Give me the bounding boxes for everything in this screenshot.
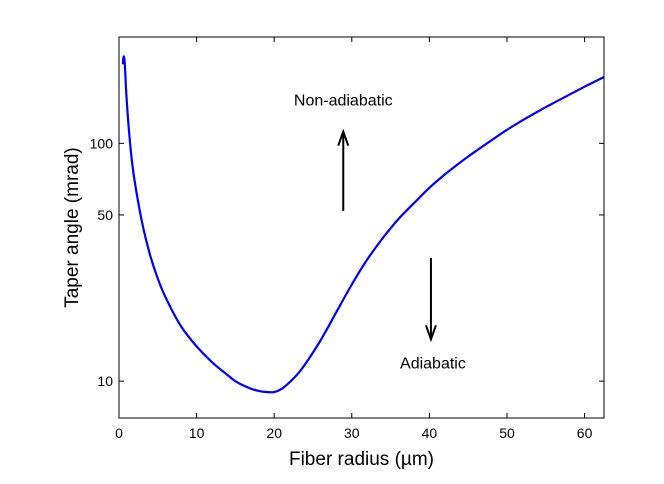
y-tick-label: 10	[97, 373, 113, 389]
annotation-label: Non-adiabatic	[294, 93, 393, 110]
x-tick-label: 50	[499, 425, 515, 441]
x-tick-label: 20	[266, 425, 282, 441]
annotation-arrow-head	[425, 324, 437, 343]
y-tick-label: 100	[90, 135, 114, 151]
y-axis-label: Taper angle (mrad)	[62, 147, 83, 308]
x-tick-label: 10	[189, 425, 205, 441]
x-tick-label: 60	[577, 425, 593, 441]
annotations-group: Non-adiabatic Adiabatic	[294, 93, 466, 373]
series-group	[121, 55, 605, 394]
x-axis-label: Fiber radius (µm)	[289, 449, 434, 470]
annotation-arrow-head	[337, 128, 350, 146]
plot-frame	[118, 36, 605, 419]
annotation-label: Adiabatic	[400, 355, 466, 372]
x-tick-label: 30	[344, 425, 360, 441]
x-tick-label: 40	[422, 425, 438, 441]
tick-labels: 0 10 20 30 40 50 60 10 50 100	[90, 135, 593, 441]
y-tick-label: 50	[97, 207, 113, 223]
axis-ticks	[118, 37, 604, 418]
x-tick-label: 0	[115, 425, 123, 441]
series-line	[121, 55, 605, 394]
